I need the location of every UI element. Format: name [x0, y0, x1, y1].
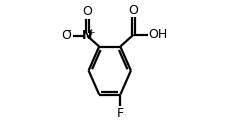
Text: O: O [129, 4, 139, 17]
Text: OH: OH [149, 28, 168, 41]
Text: O: O [62, 29, 71, 43]
Text: +: + [87, 28, 95, 37]
Text: N: N [82, 29, 93, 43]
Text: F: F [117, 107, 124, 120]
Text: O: O [82, 5, 92, 18]
Text: −: − [64, 26, 71, 35]
